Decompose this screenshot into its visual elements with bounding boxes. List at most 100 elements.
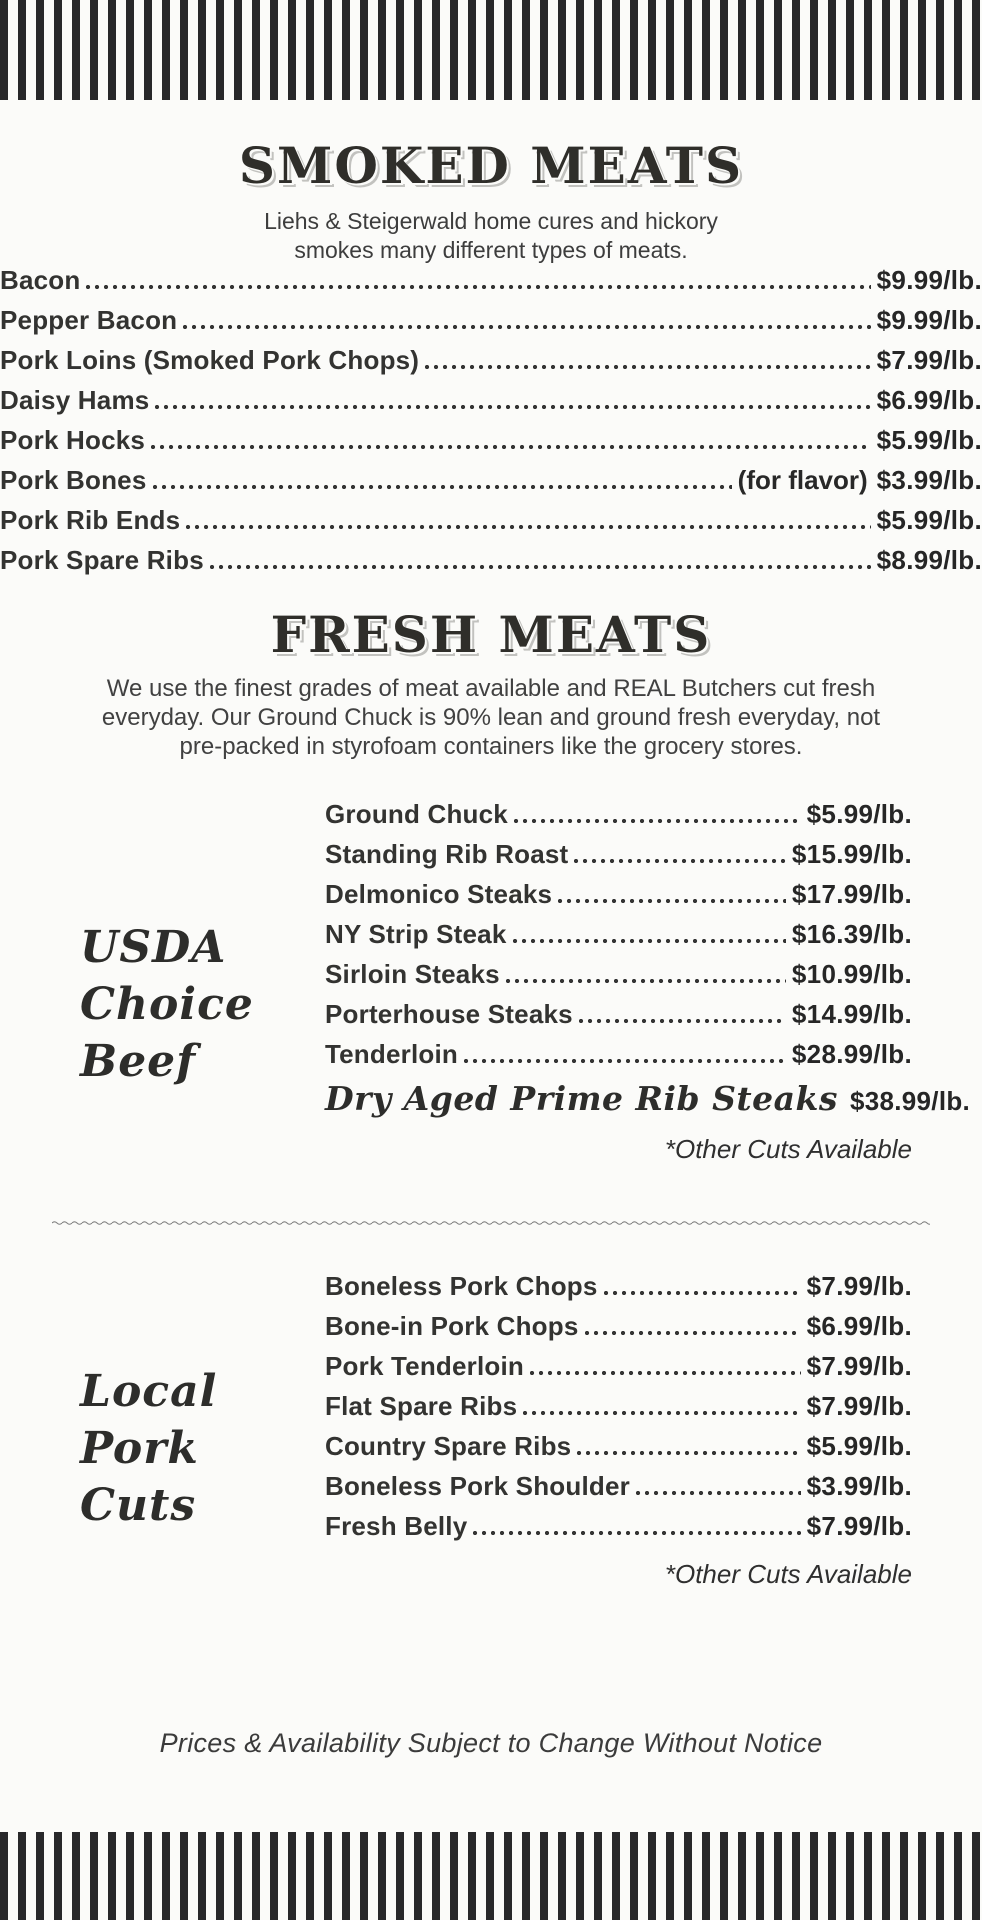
stripe-border-bottom xyxy=(0,1832,982,1920)
dotted-leader xyxy=(603,1291,801,1295)
fresh-meats-title: FRESH MEATS xyxy=(270,605,712,664)
dotted-leader xyxy=(86,285,871,289)
item-name: Country Spare Ribs xyxy=(325,1431,572,1461)
dotted-leader xyxy=(152,485,732,489)
dotted-leader xyxy=(183,325,871,329)
menu-row: Pork Loins (Smoked Pork Chops) $7.99/lb. xyxy=(0,345,982,385)
item-price: $14.99/lb. xyxy=(791,999,912,1029)
menu-row: Pork Spare Ribs $8.99/lb. xyxy=(0,545,982,585)
item-name: Pork Bones xyxy=(0,465,147,495)
item-price: $7.99/lb. xyxy=(806,1511,912,1541)
item-note: (for flavor) xyxy=(737,465,868,495)
dotted-leader xyxy=(513,819,801,823)
menu-row: Boneless Pork Chops $7.99/lb. xyxy=(325,1271,912,1311)
item-price: $38.99/lb. xyxy=(849,1086,971,1116)
item-name: Pork Loins (Smoked Pork Chops) xyxy=(0,345,420,375)
item-price: $10.99/lb. xyxy=(791,959,912,989)
item-price: $6.99/lb. xyxy=(806,1311,912,1341)
dotted-leader xyxy=(155,405,871,409)
item-price: $15.99/lb. xyxy=(791,839,912,869)
item-name: Standing Rib Roast xyxy=(325,839,569,869)
item-price: $7.99/lb. xyxy=(806,1271,912,1301)
item-name: Dry Aged Prime Rib Steaks xyxy=(325,1079,838,1118)
wavy-divider xyxy=(52,1219,930,1227)
menu-row: Daisy Hams $6.99/lb. xyxy=(0,385,982,425)
pork-group-items: Boneless Pork Chops $7.99/lb. Bone-in Po… xyxy=(325,1271,912,1590)
menu-row: Ground Chuck $5.99/lb. xyxy=(325,799,912,839)
item-name: Flat Spare Ribs xyxy=(325,1391,518,1421)
item-price: $6.99/lb. xyxy=(876,385,982,415)
beef-group: USDA Choice Beef Ground Chuck $5.99/lb. … xyxy=(80,799,970,1165)
menu-row: Dry Aged Prime Rib Steaks $38.99/lb. xyxy=(325,1079,970,1126)
item-price: $28.99/lb. xyxy=(791,1039,912,1069)
item-name: Pork Spare Ribs xyxy=(0,545,204,575)
menu-row: Pork Rib Ends $5.99/lb. xyxy=(0,505,982,545)
item-price: $7.99/lb. xyxy=(876,345,982,375)
item-name: Pork Hocks xyxy=(0,425,146,455)
item-price: $9.99/lb. xyxy=(876,305,982,335)
menu-row: Porterhouse Steaks $14.99/lb. xyxy=(325,999,912,1039)
item-name: Porterhouse Steaks xyxy=(325,999,573,1029)
item-price: $5.99/lb. xyxy=(806,1431,912,1461)
pork-group: Local Pork Cuts Boneless Pork Chops $7.9… xyxy=(80,1271,912,1590)
dotted-leader xyxy=(578,1019,786,1023)
item-name: Ground Chuck xyxy=(325,799,508,829)
dotted-leader xyxy=(463,1059,786,1063)
dotted-leader xyxy=(512,939,786,943)
menu-row: Flat Spare Ribs $7.99/lb. xyxy=(325,1391,912,1431)
dotted-leader xyxy=(584,1331,801,1335)
item-name: Daisy Hams xyxy=(0,385,150,415)
item-name: NY Strip Steak xyxy=(325,919,507,949)
menu-row: Pork Bones (for flavor) $3.99/lb. xyxy=(0,465,982,505)
menu-row: Boneless Pork Shoulder $3.99/lb. xyxy=(325,1471,912,1511)
dotted-leader xyxy=(209,565,871,569)
item-name: Pepper Bacon xyxy=(0,305,178,335)
menu-row: Tenderloin $28.99/lb. xyxy=(325,1039,912,1079)
dotted-leader xyxy=(530,1371,801,1375)
item-price: $5.99/lb. xyxy=(806,799,912,829)
stripe-border-top xyxy=(0,0,982,100)
item-price: $3.99/lb. xyxy=(876,465,982,495)
dotted-leader xyxy=(574,859,786,863)
item-name: Pork Tenderloin xyxy=(325,1351,524,1381)
menu-row: Pork Hocks $5.99/lb. xyxy=(0,425,982,465)
menu-row: Delmonico Steaks $17.99/lb. xyxy=(325,879,912,919)
item-name: Sirloin Steaks xyxy=(325,959,500,989)
menu-row: Bone-in Pork Chops $6.99/lb. xyxy=(325,1311,912,1351)
item-price: $5.99/lb. xyxy=(876,425,982,455)
item-name: Delmonico Steaks xyxy=(325,879,553,909)
dotted-leader xyxy=(505,979,786,983)
menu-row: Bacon $9.99/lb. xyxy=(0,265,982,305)
pork-group-label: Local Pork Cuts xyxy=(80,1366,218,1531)
dotted-leader xyxy=(151,445,871,449)
beef-other-cuts-footnote: *Other Cuts Available xyxy=(664,1134,912,1164)
item-price: $9.99/lb. xyxy=(876,265,982,295)
fresh-meats-description: We use the finest grades of meat availab… xyxy=(101,675,881,760)
item-name: Tenderloin xyxy=(325,1039,458,1069)
smoked-meats-subtitle: Liehs & Steigerwald home cures and hicko… xyxy=(264,208,718,263)
dotted-leader xyxy=(558,899,786,903)
item-name: Bone-in Pork Chops xyxy=(325,1311,579,1341)
beef-items-list: Ground Chuck $5.99/lb. Standing Rib Roas… xyxy=(325,799,970,1126)
menu-row: NY Strip Steak $16.39/lb. xyxy=(325,919,912,959)
item-price: $7.99/lb. xyxy=(806,1391,912,1421)
item-price: $3.99/lb. xyxy=(806,1471,912,1501)
item-price: $7.99/lb. xyxy=(806,1351,912,1381)
footer-notice: Prices & Availability Subject to Change … xyxy=(159,1728,823,1758)
item-name: Boneless Pork Shoulder xyxy=(325,1471,630,1501)
dotted-leader xyxy=(425,365,871,369)
item-price: $16.39/lb. xyxy=(791,919,912,949)
beef-group-items: Ground Chuck $5.99/lb. Standing Rib Roas… xyxy=(325,799,970,1165)
smoked-meats-title: SMOKED MEATS xyxy=(238,136,744,195)
item-name: Fresh Belly xyxy=(325,1511,468,1541)
item-price: $5.99/lb. xyxy=(876,505,982,535)
item-name: Bacon xyxy=(0,265,81,295)
dotted-leader xyxy=(523,1411,801,1415)
item-name: Pork Rib Ends xyxy=(0,505,181,535)
dotted-leader xyxy=(635,1491,801,1495)
pork-items-list: Boneless Pork Chops $7.99/lb. Bone-in Po… xyxy=(325,1271,912,1551)
dotted-leader xyxy=(186,525,871,529)
menu-row: Fresh Belly $7.99/lb. xyxy=(325,1511,912,1551)
item-price: $8.99/lb. xyxy=(876,545,982,575)
